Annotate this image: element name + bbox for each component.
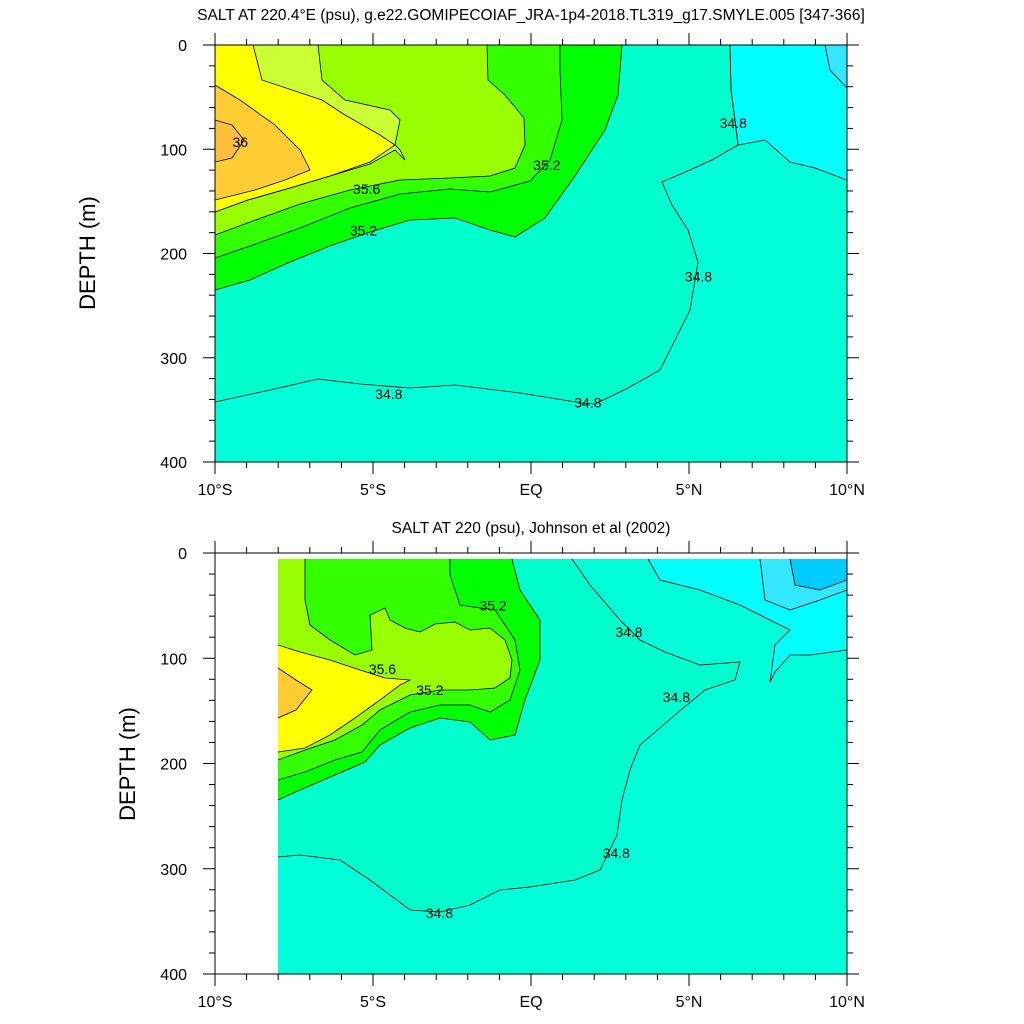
contour-fill-layer [215,45,847,462]
y-tick-label: 0 [178,38,187,55]
contour-line-35.6 [278,644,412,753]
contour-label: 34.8 [615,624,642,640]
contour-line-35.2-a [215,45,623,291]
contour-line-34.4 [759,559,847,611]
contour-line-34.8-b [729,45,847,181]
y-tick-label: 300 [160,351,187,368]
x-tick-label: 10°N [829,994,865,1011]
contour-label: 34.8 [720,115,747,131]
salinity-band-36.0 [278,645,410,752]
contour-label: 34.8 [685,268,712,284]
contour-line-34.8-a [215,45,739,405]
axis-ticks: 10°S 5°S EQ 5°N 10°N 0 100 200 300 400 [160,541,865,1011]
salinity-band-max-core [278,668,312,718]
contour-line-34.0 [789,559,847,591]
y-tick-label: 200 [160,247,187,264]
contour-line-36 [278,667,313,719]
y-tick-label: 0 [178,546,187,563]
x-tick-label: 10°N [829,482,865,499]
contour-line-35.2-a [278,559,541,801]
salinity-band-34.0-34.4 [825,45,847,88]
contour-line-35.2-b [278,559,521,781]
contour-label: 36 [232,134,248,150]
contour-labels: 35.2 35.6 35.2 34.8 34.8 34.8 34.8 [369,598,690,921]
x-tick-label: 5°N [676,994,703,1011]
contour-line-34.4 [824,45,847,89]
y-tick-label: 400 [160,967,187,984]
salinity-band-33.6-34.0 [790,559,847,590]
salinity-band-34.4-34.8 [730,45,847,180]
contour-line-35.8 [215,45,396,213]
contour-label: 35.2 [350,223,377,239]
salinity-band-36.2 [215,100,296,200]
x-tick-label: EQ [519,482,542,499]
salinity-band-low [215,45,847,462]
contour-line-34.8 [278,559,741,913]
contour-line-34.6 [647,559,847,683]
y-tick-label: 100 [160,142,187,159]
chart-panel-1: SALT AT 220.4°E (psu), g.e22.GOMIPECOIAF… [75,7,865,499]
contour-lines [215,45,847,405]
x-tick-label: EQ [519,994,542,1011]
chart-panel-2: SALT AT 220 (psu), Johnson et al (2002) [115,520,865,1011]
chart-title: SALT AT 220 (psu), Johnson et al (2002) [392,520,671,537]
contour-label: 35.6 [369,661,396,677]
contour-label: 35.2 [479,598,506,614]
y-tick-label: 300 [160,862,187,879]
contour-label: 34.8 [375,386,402,402]
contour-line-35.4 [278,559,513,761]
x-tick-label: 10°S [198,482,233,499]
contour-fill-layer [278,559,847,974]
chart-title: SALT AT 220.4°E (psu), g.e22.GOMIPECOIAF… [197,7,865,24]
contour-line-36.4 [215,119,245,163]
contour-label: 34.8 [426,905,453,921]
x-tick-label: 5°S [360,994,386,1011]
y-axis-label: DEPTH (m) [75,196,100,310]
x-tick-label: 10°S [198,994,233,1011]
contour-label: 35.2 [533,157,560,173]
contour-line-35.4 [215,45,526,236]
contour-lines [278,559,847,913]
contour-line-35.2-b [215,45,563,259]
contour-label: 35.2 [416,682,443,698]
y-axis-label: DEPTH (m) [115,707,140,821]
contour-line-36 [215,84,311,201]
contour-label: 35.6 [353,181,380,197]
contour-label: 34.8 [663,689,690,705]
y-tick-label: 200 [160,757,187,774]
contour-labels: 36 35.6 35.2 35.2 34.8 34.8 34.8 34.8 [232,115,747,411]
contour-label: 34.8 [603,845,630,861]
x-tick-label: 5°S [360,482,386,499]
axis-ticks: 10°S 5°S EQ 5°N 10°N 0 100 200 300 400 [160,33,865,499]
y-tick-label: 400 [160,455,187,472]
y-tick-label: 100 [160,651,187,668]
contour-label: 34.8 [574,395,601,411]
x-tick-label: 5°N [676,482,703,499]
